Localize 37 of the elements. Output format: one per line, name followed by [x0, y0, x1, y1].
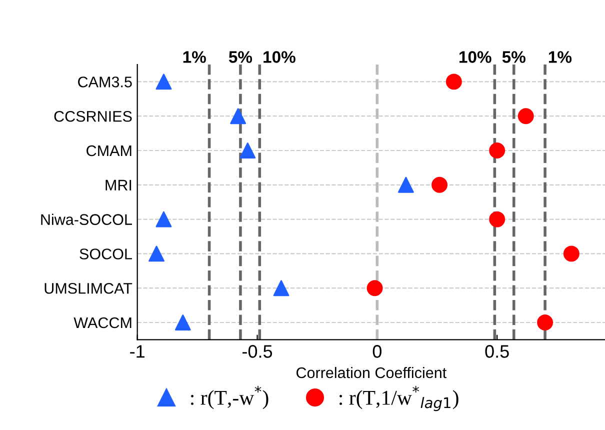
point — [518, 108, 534, 124]
y-tick-label: Niwa-SOCOL — [41, 214, 132, 225]
point — [537, 314, 554, 330]
x-tick-label: 0.5 — [485, 345, 509, 358]
text: 5% — [502, 51, 526, 63]
point — [273, 280, 290, 296]
y-tick-label: WACCM — [74, 317, 132, 328]
point — [230, 108, 246, 124]
point — [398, 176, 414, 193]
x-tick-label: -0.5 — [242, 345, 272, 358]
point — [489, 211, 506, 228]
point — [156, 211, 172, 228]
point — [432, 176, 448, 193]
text: 10% — [264, 51, 296, 63]
y-tick-label: UMSLIMCAT — [44, 282, 132, 294]
point — [156, 74, 172, 90]
x-tick-label: -1 — [130, 345, 144, 358]
x-tick-label: 0 — [372, 345, 382, 358]
x-axis-title: Correlation Coefficient — [296, 366, 446, 378]
point — [366, 280, 383, 296]
legend-label: : r(T,1/w$^{*}$$_{lag1}$) — [340, 386, 458, 412]
y-tick-label: SOCOL — [80, 248, 132, 260]
text: 10% — [459, 51, 492, 63]
point — [563, 246, 580, 262]
y-tick-label: CCSRNIES — [54, 110, 132, 122]
legend-label: : r(T,-w$^{*}$) — [191, 386, 268, 410]
y-tick-label: CAM3.5 — [78, 76, 132, 88]
point — [148, 246, 164, 262]
point — [174, 314, 191, 330]
point — [446, 74, 462, 90]
point — [489, 142, 506, 158]
y-tick-label: MRI — [106, 180, 132, 190]
text: 1% — [183, 51, 206, 63]
text: 1% — [548, 51, 572, 63]
point — [240, 142, 256, 158]
text: 5% — [228, 51, 252, 63]
y-tick-label: CMAM — [86, 145, 132, 156]
